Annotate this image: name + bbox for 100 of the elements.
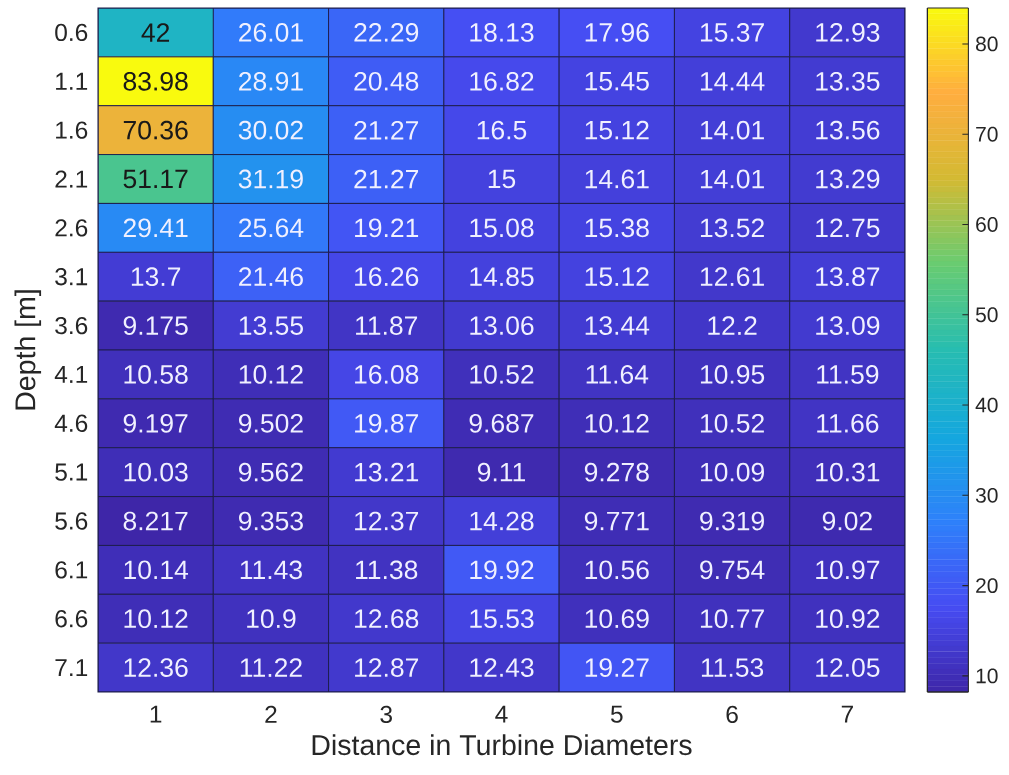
data-label: 11.43 xyxy=(240,560,302,580)
data-label: 29.41 xyxy=(123,218,188,238)
data-label: 10.69 xyxy=(585,609,649,629)
data-label: 13.44 xyxy=(585,316,650,335)
data-label: 16.5 xyxy=(477,120,527,140)
data-label: 51.17 xyxy=(123,169,188,189)
data-label: 15.45 xyxy=(585,72,649,91)
data-label: 17.96 xyxy=(585,23,649,42)
data-label: 15.12 xyxy=(585,120,649,140)
y-tick-label: 2.1 xyxy=(55,170,88,188)
data-label: 11.66 xyxy=(817,413,879,433)
data-label: 30.02 xyxy=(238,120,303,140)
data-label: 9.687 xyxy=(469,413,534,433)
data-label: 11.22 xyxy=(240,658,302,677)
data-label: 10.52 xyxy=(470,365,534,384)
data-label: 13.87 xyxy=(816,267,880,287)
data-label: 14.61 xyxy=(585,169,649,189)
data-label: 10.77 xyxy=(700,609,764,629)
data-label: 10.12 xyxy=(239,365,303,384)
x-tick-label: 4 xyxy=(495,705,508,723)
data-label: 12.87 xyxy=(355,658,419,677)
y-tick-label: 6.1 xyxy=(55,561,88,579)
data-label: 13.55 xyxy=(239,316,303,335)
y-axis-title: Depth [m] xyxy=(14,290,42,410)
y-tick-label: 1.6 xyxy=(56,121,88,139)
data-label: 12.2 xyxy=(708,316,757,335)
x-axis-title: Distance in Turbine Diameters xyxy=(312,734,692,756)
data-label: 13.56 xyxy=(816,120,880,140)
data-label: 13.06 xyxy=(470,316,534,335)
data-label: 8.217 xyxy=(123,511,188,531)
data-label: 9.771 xyxy=(584,511,649,531)
data-label: 10.09 xyxy=(700,462,764,482)
x-tick-label: 3 xyxy=(380,705,392,724)
data-label: 15.37 xyxy=(700,23,764,42)
data-label: 12.61 xyxy=(700,267,764,287)
data-label: 9.562 xyxy=(239,462,303,482)
data-label: 10.58 xyxy=(124,365,188,384)
data-label: 18.13 xyxy=(470,23,534,42)
data-label: 15.38 xyxy=(585,218,649,238)
data-label: 16.26 xyxy=(355,267,419,287)
data-label: 9.197 xyxy=(123,413,188,433)
data-label: 31.19 xyxy=(238,169,303,189)
data-label: 10.92 xyxy=(816,609,880,629)
data-label: 9.754 xyxy=(700,560,765,580)
data-label: 11.38 xyxy=(356,560,418,580)
data-label: 16.08 xyxy=(355,365,419,384)
data-label: 12.93 xyxy=(816,23,880,42)
data-label: 21.46 xyxy=(239,267,303,287)
y-tick-label: 3.6 xyxy=(55,316,88,335)
y-tick-label: 5.1 xyxy=(55,463,88,481)
color-bar-label: 20 xyxy=(976,578,998,594)
x-tick-label: 2 xyxy=(265,705,277,723)
data-label: 13.52 xyxy=(700,218,764,238)
data-label: 12.75 xyxy=(816,218,880,238)
data-label: 19.87 xyxy=(355,413,419,433)
data-label: 14.01 xyxy=(700,169,764,189)
data-label: 21.27 xyxy=(354,169,419,189)
data-label: 9.175 xyxy=(123,316,188,335)
data-label: 13.29 xyxy=(816,169,880,189)
data-label: 10.56 xyxy=(585,560,649,580)
x-tick-label: 1 xyxy=(150,705,162,723)
data-label: 10.03 xyxy=(124,462,188,482)
data-label: 9.319 xyxy=(700,511,764,531)
data-label: 10.9 xyxy=(247,609,296,629)
data-label: 9.11 xyxy=(477,462,526,482)
color-bar-label: 30 xyxy=(975,487,998,503)
data-label: 20.48 xyxy=(354,71,419,91)
y-tick-label: 6.6 xyxy=(55,610,88,628)
data-label: 19.92 xyxy=(470,560,534,580)
y-tick-label: 3.1 xyxy=(55,268,88,286)
data-label: 11.87 xyxy=(356,316,418,335)
data-label: 13.09 xyxy=(816,316,880,335)
data-label: 83.98 xyxy=(123,71,188,91)
color-bar-label: 70 xyxy=(976,126,998,142)
data-label: 12.37 xyxy=(355,511,419,531)
data-label: 11.59 xyxy=(817,365,879,384)
data-label: 12.36 xyxy=(124,658,188,677)
data-label: 9.278 xyxy=(584,462,649,482)
data-label: 10.14 xyxy=(124,560,189,580)
data-label: 9.502 xyxy=(239,413,303,433)
data-label: 28.91 xyxy=(239,71,303,91)
data-label: 14.01 xyxy=(700,120,764,140)
y-tick-label: 2.6 xyxy=(55,219,88,237)
data-label: 9.353 xyxy=(239,511,303,531)
data-label: 10.95 xyxy=(700,365,765,384)
data-label: 15.08 xyxy=(470,218,534,238)
x-tick-label: 5 xyxy=(610,705,623,723)
y-tick-label: 7.1 xyxy=(55,659,88,677)
data-label: 26.01 xyxy=(239,23,303,42)
data-label: 15 xyxy=(488,169,516,189)
data-label: 13.35 xyxy=(816,71,880,91)
data-label: 22.29 xyxy=(354,23,419,42)
data-label: 11.53 xyxy=(701,658,764,677)
y-tick-label: 4.6 xyxy=(54,414,88,432)
y-tick-label: 0.6 xyxy=(55,23,88,42)
color-bar-label: 40 xyxy=(975,397,998,413)
data-label: 70.36 xyxy=(123,120,188,140)
x-tick-label: 6 xyxy=(726,705,738,724)
data-label: 12.43 xyxy=(470,658,534,677)
data-label: 15.53 xyxy=(470,609,534,629)
